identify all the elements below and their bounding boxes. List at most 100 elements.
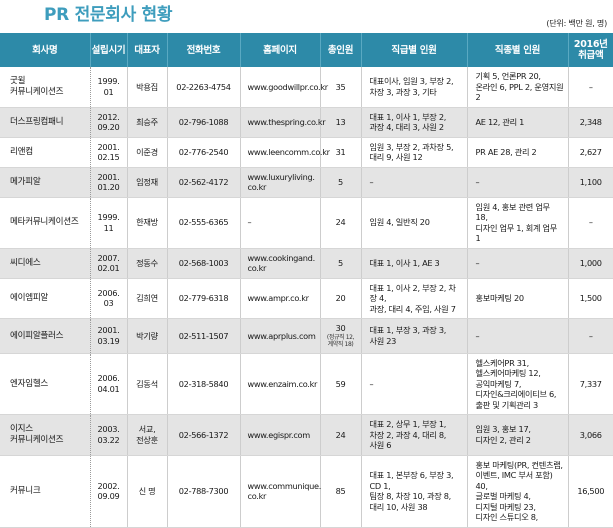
cell-website-line: www.luxuryliving. bbox=[247, 171, 316, 182]
cell-total-staff: 24 bbox=[320, 414, 362, 456]
cell-founded: 2012. 09.20 bbox=[90, 107, 128, 138]
cell-founded-line: 2006. bbox=[97, 373, 120, 384]
cell-company-name: 이지스 커뮤니케이션즈 bbox=[0, 414, 91, 456]
cell-job-breakdown-line: 기획 5, 언론PR 20, bbox=[475, 71, 542, 81]
cell-ceo-line: 신 명 bbox=[138, 485, 156, 496]
cell-total-staff-line: 31 bbox=[335, 146, 346, 157]
cell-total-staff-note: 계약직 18) bbox=[327, 341, 354, 348]
cell-rank-breakdown-line: 팀장 8, 차장 10, 과장 8, bbox=[369, 491, 452, 501]
cell-rank-breakdown: 대표 1, 본부장 6, 부장 3, CD 1, 팀장 8, 차장 10, 과장 … bbox=[361, 455, 468, 528]
table-row: 리앤컴 2001. 02.15 이준경 02-776-2540 www.leencomm.… bbox=[0, 137, 613, 168]
cell-company-name: 메가피알 bbox=[0, 167, 91, 198]
cell-rank-breakdown: 대표 1, 이사 2, 부장 2, 차장 4, 과장, 대리 4, 주임, 사원 … bbox=[361, 278, 468, 319]
cell-company-name-line: 커뮤니케이션즈 bbox=[10, 86, 64, 97]
cell-ceo-line: 이준경 bbox=[136, 146, 158, 157]
cell-total-staff: 20 bbox=[320, 278, 362, 319]
table-row: 메타커뮤니케이션즈 1999. 11 한재방 02-555-6365 – 24 임원 4, 일… bbox=[0, 197, 613, 249]
cell-job-breakdown: 임원 3, 홍보 17, 디자인 2, 관리 2 bbox=[467, 414, 569, 456]
cell-website: www.luxuryliving. co.kr bbox=[240, 167, 321, 198]
cell-company-name-line: 에이엠피알 bbox=[10, 293, 49, 303]
cell-company-name: 굿윌 커뮤니케이션즈 bbox=[0, 67, 91, 108]
cell-ceo-line: 정동수 bbox=[136, 257, 158, 268]
cell-phone-line: 02-776-2540 bbox=[178, 146, 229, 157]
column-header-revenue: 2016년 취급액 bbox=[567, 33, 613, 67]
cell-website-line: www.communique. bbox=[247, 480, 322, 491]
cell-company-name-line: 리앤컴 bbox=[10, 146, 33, 157]
cell-phone: 02-779-6318 bbox=[167, 278, 241, 319]
cell-ceo: 임정재 bbox=[127, 167, 168, 198]
cell-total-staff-line: 24 bbox=[335, 217, 346, 228]
cell-rank-breakdown-line: 임원 3, 부장 2, 과차장 5, bbox=[369, 141, 454, 152]
cell-revenue-line: 2,348 bbox=[579, 116, 602, 127]
cell-revenue-line: 1,500 bbox=[579, 293, 602, 303]
cell-job-breakdown-line: 이벤트, IMC 부서 포함) 40, bbox=[475, 470, 553, 491]
cell-job-breakdown: PR AE 28, 관리 2 bbox=[467, 137, 569, 168]
table-row: 씨디에스 2007. 02.01 정동수 02-568-1003 www.cookinga… bbox=[0, 248, 613, 279]
cell-rank-breakdown: – bbox=[361, 353, 468, 415]
cell-phone-line: 02-511-1507 bbox=[178, 330, 229, 341]
cell-phone: 02-555-6365 bbox=[167, 197, 241, 249]
title-bar: PR 전문회사 현황 (단위: 백만 원, 명) bbox=[0, 0, 613, 30]
cell-job-breakdown-line: – bbox=[475, 176, 480, 187]
cell-revenue: 2,348 bbox=[568, 107, 613, 138]
column-header-ceo: 대표자 bbox=[126, 33, 167, 67]
cell-revenue-line: – bbox=[588, 217, 593, 228]
cell-founded-line: 01 bbox=[103, 86, 114, 97]
cell-phone-line: 02-566-1372 bbox=[178, 429, 229, 440]
table-row: 엔자임헬스 2006. 04.01 김동석 02-318-5840 www.enzaim.… bbox=[0, 353, 613, 415]
revenue-header-line1: 2016년 bbox=[573, 39, 608, 50]
cell-phone-line: 02-318-5840 bbox=[178, 378, 229, 389]
cell-total-staff: 13 bbox=[320, 107, 362, 138]
cell-rank-breakdown: – bbox=[361, 167, 468, 198]
cell-rank-breakdown-line: 대표이사, 임원 3, 부장 2, bbox=[369, 76, 454, 87]
cell-founded-line: 11 bbox=[103, 222, 114, 233]
cell-website: www.egispr.com bbox=[240, 414, 321, 456]
cell-phone: 02-562-4172 bbox=[167, 167, 241, 198]
cell-ceo-line: 서교, bbox=[138, 424, 156, 435]
cell-job-breakdown-line: 헬스케어PR 31, bbox=[475, 357, 530, 368]
cell-phone: 02-776-2540 bbox=[167, 137, 241, 168]
cell-rank-breakdown: 임원 4, 일반직 20 bbox=[361, 197, 468, 249]
cell-website-line: co.kr bbox=[247, 182, 267, 192]
cell-job-breakdown-line: 헬스케어마케팅 12, bbox=[475, 368, 541, 378]
cell-revenue: 2,627 bbox=[568, 137, 613, 168]
cell-revenue-line: 1,000 bbox=[579, 257, 602, 268]
cell-founded-line: 2002. bbox=[97, 480, 120, 491]
cell-revenue-line: 16,500 bbox=[577, 485, 605, 496]
cell-website: www.cookingand. co.kr bbox=[240, 248, 321, 279]
cell-revenue: – bbox=[568, 318, 613, 354]
cell-company-name-line: 에이피알플러스 bbox=[10, 330, 64, 341]
cell-company-name: 엔자임헬스 bbox=[0, 353, 91, 415]
cell-company-name: 커뮤니크 bbox=[0, 455, 91, 528]
cell-founded: 1999. 11 bbox=[90, 197, 128, 249]
cell-ceo: 서교, 전상훈 bbox=[127, 414, 168, 456]
cell-founded: 2007. 02.01 bbox=[90, 248, 128, 279]
cell-company-name: 에이엠피알 bbox=[0, 278, 91, 319]
column-header-tel: 전화번호 bbox=[166, 33, 240, 67]
cell-rank-breakdown: 임원 3, 부장 2, 과차장 5, 대리 9, 사원 12 bbox=[361, 137, 468, 168]
cell-founded-line: 2003. bbox=[97, 424, 120, 435]
cell-rank-breakdown-line: 대표 1, 본부장 6, 부장 3, CD 1, bbox=[369, 470, 454, 491]
cell-website: www.communique. co.kr bbox=[240, 455, 322, 528]
cell-founded: 2002. 09.09 bbox=[90, 455, 128, 528]
cell-founded-line: 03.19 bbox=[97, 335, 120, 346]
cell-company-name: 씨디에스 bbox=[0, 248, 91, 279]
cell-job-breakdown: 임원 4, 홍보 관련 업무 18, 디자인 업무 1, 회계 업무 1 bbox=[467, 197, 569, 249]
cell-phone-line: 02-2263-4754 bbox=[176, 81, 231, 92]
cell-company-name-line: 더스프링컴패니 bbox=[10, 116, 64, 127]
cell-founded-line: 1999. bbox=[97, 76, 120, 87]
cell-job-breakdown-line: – bbox=[475, 330, 480, 341]
table-row: 에이피알플러스 2001. 03.19 박기량 02-511-1507 www.aprpl… bbox=[0, 318, 613, 354]
cell-total-staff: 5 bbox=[320, 248, 362, 279]
cell-ceo-line: 임정재 bbox=[136, 176, 158, 187]
cell-phone-line: 02-555-6365 bbox=[178, 217, 229, 228]
cell-company-name-line: 커뮤니크 bbox=[10, 485, 41, 496]
cell-founded-line: 03 bbox=[103, 298, 114, 309]
cell-revenue: 7,337 bbox=[568, 353, 613, 415]
cell-rank-breakdown-line: 과장 4, 대리 3, 사원 2 bbox=[369, 122, 445, 132]
cell-ceo-line: 최승주 bbox=[136, 116, 158, 127]
cell-rank-breakdown: 대표이사, 임원 3, 부장 2, 차장 3, 과장 3, 기타 bbox=[361, 67, 468, 108]
cell-total-staff-line: 59 bbox=[335, 378, 346, 389]
cell-phone-line: 02-788-7300 bbox=[178, 485, 229, 496]
cell-total-staff: 59 bbox=[320, 353, 362, 415]
